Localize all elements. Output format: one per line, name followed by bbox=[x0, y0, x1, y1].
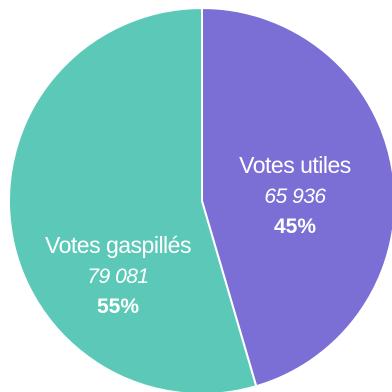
slice-percent-label-0: 45% bbox=[274, 215, 316, 238]
slice-name-label-1: Votes gaspillés bbox=[45, 232, 191, 258]
pie-slice-1 bbox=[8, 6, 258, 392]
slice-name-label-0: Votes utiles bbox=[239, 152, 351, 178]
pie-slice-0 bbox=[201, 6, 392, 388]
slice-value-label-1: 79 081 bbox=[87, 265, 148, 288]
slice-value-label-0: 65 936 bbox=[264, 185, 326, 208]
slice-percent-label-1: 55% bbox=[97, 295, 139, 318]
